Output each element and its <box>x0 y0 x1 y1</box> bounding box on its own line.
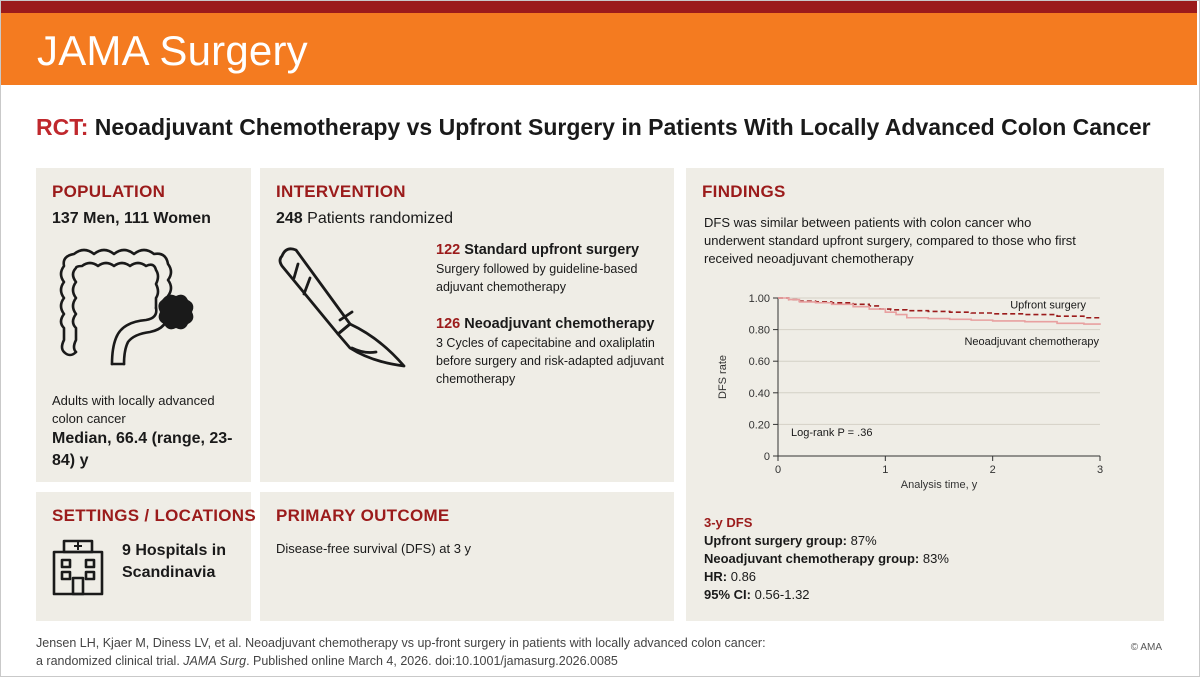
citation-journal: JAMA Surg <box>183 654 247 668</box>
arm-count: 122 <box>436 242 461 258</box>
result-row: HR: 0.86 <box>704 568 949 586</box>
arm-title: 122 Standard upfront surgery <box>436 240 666 260</box>
intervention-total-text: Patients randomized <box>307 210 454 227</box>
settings-heading: SETTINGS / LOCATIONS <box>52 506 257 525</box>
result-row: 95% CI: 0.56-1.32 <box>704 586 949 604</box>
settings-panel: SETTINGS / LOCATIONS 9 Hospitals in Scan… <box>36 492 256 621</box>
intervention-panel: INTERVENTION 248 Patients randomized 122… <box>260 168 674 482</box>
title-prefix: RCT: <box>36 114 89 140</box>
journal-header: JAMA Surgery <box>1 13 1197 85</box>
arm-count: 126 <box>436 316 461 332</box>
chart-annotation: Log-rank P = .36 <box>791 427 872 439</box>
outcome-panel: PRIMARY OUTCOME Disease-free survival (D… <box>260 492 674 621</box>
y-axis-label: DFS rate <box>717 355 729 399</box>
top-accent-bar <box>1 1 1197 13</box>
series-line-neoadjuvant-chemotherapy <box>778 297 1101 325</box>
y-tick-label: 0.80 <box>749 325 770 337</box>
y-tick-label: 0.40 <box>749 388 770 400</box>
x-tick-label: 2 <box>990 464 996 476</box>
km-chart: 0 0.20 0.40 0.60 0.80 1.00 0 1 2 3 Analysis time, … <box>717 293 1103 491</box>
settings-text: 9 Hospitals in Scandinavia <box>122 542 227 581</box>
citation-line-2: a randomized clinical trial. JAMA Surg. … <box>36 652 936 670</box>
x-tick-label: 3 <box>1097 464 1103 476</box>
y-tick-label: 0.20 <box>749 419 770 431</box>
arm-description: 3 Cycles of capecitabine and oxaliplatin… <box>436 336 664 386</box>
journal-title: JAMA Surgery <box>37 27 308 74</box>
outcome-heading: PRIMARY OUTCOME <box>276 506 450 525</box>
arm-title: 126 Neoadjuvant chemotherapy <box>436 314 666 334</box>
result-label: Upfront surgery group: <box>704 533 847 548</box>
result-value: 0.56-1.32 <box>754 587 810 602</box>
intervention-total-num: 248 <box>276 210 303 227</box>
x-axis-label: Analysis time, y <box>901 479 978 491</box>
scalpel-icon <box>278 247 406 368</box>
intervention-total: 248 Patients randomized <box>276 208 453 230</box>
page-title: RCT: Neoadjuvant Chemotherapy vs Upfront… <box>36 114 1151 141</box>
arm-item: 126 Neoadjuvant chemotherapy 3 Cycles of… <box>436 314 666 388</box>
population-counts: 137 Men, 111 Women <box>52 210 211 227</box>
arm-name: Neoadjuvant chemotherapy <box>464 316 655 332</box>
y-tick-label: 0.60 <box>749 356 770 368</box>
arm-description: Surgery followed by guideline-based adju… <box>436 262 638 294</box>
population-age: Median, 66.4 (range, 23-84) y <box>52 430 233 469</box>
arm-name: Standard upfront surgery <box>464 242 640 258</box>
result-row: Upfront surgery group: 87% <box>704 532 949 550</box>
citation-title-end: a randomized clinical trial. <box>36 654 180 668</box>
result-value: 0.86 <box>730 569 757 584</box>
citation-line-1: Jensen LH, Kjaer M, Diness LV, et al. Ne… <box>36 636 766 650</box>
intervention-heading: INTERVENTION <box>276 182 406 201</box>
outcome-text: Disease-free survival (DFS) at 3 y <box>276 541 472 556</box>
title-text: Neoadjuvant Chemotherapy vs Upfront Surg… <box>94 114 1151 140</box>
findings-heading: FINDINGS <box>702 182 786 201</box>
result-value: 83% <box>922 551 949 566</box>
series-label: Upfront surgery <box>1010 300 1086 312</box>
y-tick-label: 1.00 <box>749 293 770 305</box>
population-description: Adults with locally advanced colon cance… <box>52 393 215 426</box>
population-heading: POPULATION <box>52 182 166 201</box>
result-label: 95% CI: <box>704 587 751 602</box>
citation-details: . Published online March 4, 2026. doi:10… <box>246 654 618 668</box>
result-label: Neoadjuvant chemotherapy group: <box>704 551 920 566</box>
series-label: Neoadjuvant chemotherapy <box>964 336 1099 348</box>
dfs-heading: 3-y DFS <box>704 515 753 530</box>
findings-summary: DFS was similar between patients with co… <box>704 215 1076 266</box>
result-value: 87% <box>850 533 877 548</box>
colon-icon <box>59 248 194 366</box>
result-row: Neoadjuvant chemotherapy group: 83% <box>704 550 949 568</box>
copyright: © AMA <box>1130 642 1162 653</box>
population-panel: POPULATION 137 Men, 111 Women Adults wit… <box>36 168 251 482</box>
dfs-results: 3-y DFS Upfront surgery group: 87% Neoad… <box>704 514 949 604</box>
x-tick-label: 0 <box>775 464 781 476</box>
x-tick-label: 1 <box>882 464 888 476</box>
y-tick-label: 0 <box>764 451 770 463</box>
hospital-building-icon <box>52 539 104 596</box>
result-label: HR: <box>704 569 728 584</box>
citation: Jensen LH, Kjaer M, Diness LV, et al. Ne… <box>36 634 936 670</box>
arm-item: 122 Standard upfront surgery Surgery fol… <box>436 240 666 296</box>
findings-panel: FINDINGS DFS was similar between patient… <box>686 168 1164 621</box>
